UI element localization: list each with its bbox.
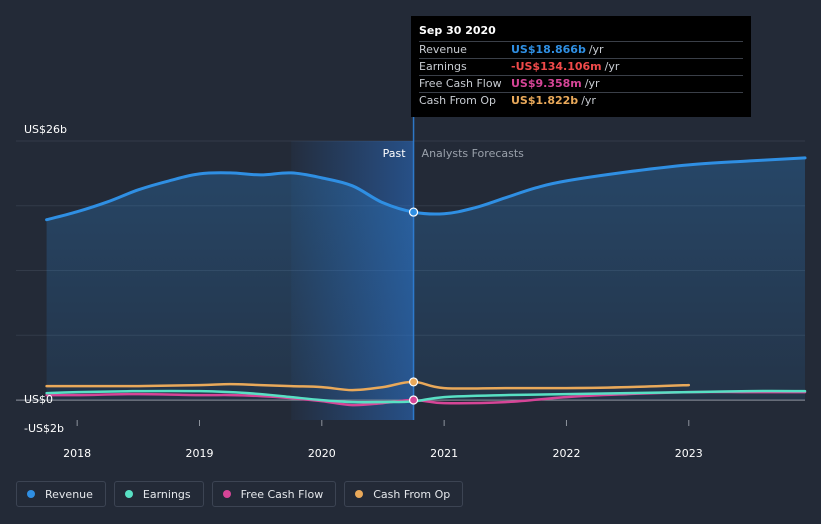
x-axis-tick-label: 2023 [675, 447, 703, 460]
legend-dot-icon [355, 490, 364, 498]
highlight-point-free-cash-flow [408, 395, 419, 405]
series-line-revenue [45, 156, 807, 222]
legend: Revenue Earnings Free Cash Flow Cash Fro… [16, 481, 464, 507]
x-axis-tick-label: 2018 [63, 447, 91, 460]
y-axis-label: US$0 [24, 393, 53, 406]
revenue-area [46, 157, 806, 401]
legend-dot-icon [222, 490, 231, 498]
tooltip-unit: /yr [604, 60, 620, 73]
legend-item-revenue[interactable]: Revenue [16, 481, 106, 507]
tooltip-unit: /yr [581, 94, 596, 107]
tooltip-label: Revenue [419, 43, 467, 56]
tooltip-label: Free Cash Flow [419, 77, 502, 90]
tooltip: Sep 30 2020 Revenue US$18.866b /yr Earni… [411, 16, 751, 117]
series-line-cash-from-op [45, 380, 691, 392]
highlight-point-revenue [408, 207, 419, 217]
x-axis-tick-label: 2020 [308, 447, 336, 460]
legend-item-free-cash-flow[interactable]: Free Cash Flow [211, 481, 337, 507]
tooltip-label: Earnings [419, 60, 467, 73]
tooltip-label: Cash From Op [419, 94, 497, 107]
tooltip-row-cash-from-op: Cash From Op US$1.822b /yr [419, 92, 743, 109]
x-axis-tick-label: 2021 [430, 447, 458, 460]
y-axis-label: US$26b [24, 123, 67, 136]
legend-item-cash-from-op[interactable]: Cash From Op [344, 481, 464, 507]
tooltip-unit: /yr [584, 77, 600, 90]
tooltip-value: -US$134.106m [511, 60, 602, 73]
tooltip-value: US$1.822b [511, 94, 579, 107]
tooltip-row-revenue: Revenue US$18.866b /yr [419, 41, 743, 58]
legend-label: Revenue [45, 487, 93, 501]
tooltip-value: US$18.866b [511, 43, 586, 56]
legend-label: Earnings [142, 487, 191, 501]
legend-label: Free Cash Flow [240, 487, 324, 501]
legend-dot-icon [124, 490, 133, 498]
legend-item-earnings[interactable]: Earnings [113, 481, 204, 507]
x-axis-tick-label: 2022 [552, 447, 580, 460]
forecast-label: Analysts Forecasts [422, 147, 525, 160]
past-label: Past [383, 147, 407, 160]
legend-label: Cash From Op [373, 487, 451, 501]
tooltip-row-earnings: Earnings -US$134.106m /yr [419, 58, 743, 75]
series-line-earnings [45, 389, 807, 404]
tooltip-row-free-cash-flow: Free Cash Flow US$9.358m /yr [419, 75, 743, 92]
y-axis-label: -US$2b [24, 422, 64, 435]
tooltip-value: US$9.358m [511, 77, 582, 90]
highlight-point-cash-from-op [408, 377, 419, 387]
legend-dot-icon [27, 490, 35, 498]
tooltip-date: Sep 30 2020 [419, 24, 496, 37]
tooltip-unit: /yr [588, 43, 604, 56]
x-axis-tick-label: 2019 [185, 447, 213, 460]
